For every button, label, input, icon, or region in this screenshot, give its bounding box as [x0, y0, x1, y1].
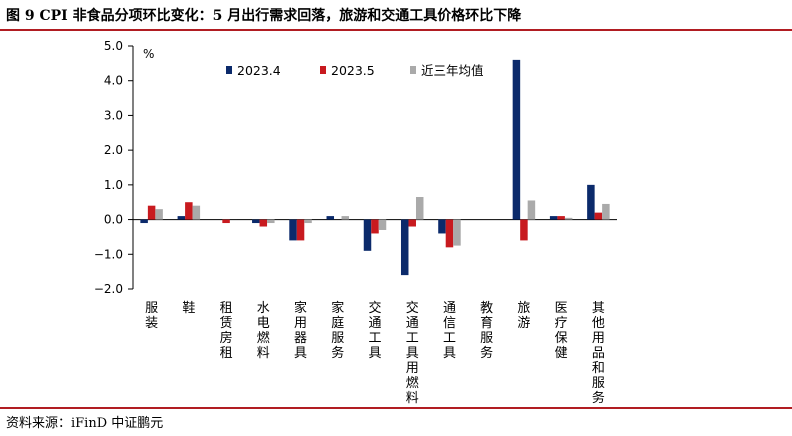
y-unit-label: %: [143, 47, 154, 61]
category-label: 服装: [145, 301, 158, 331]
bar-2023.4-医疗保健: [549, 216, 558, 220]
category-label: 教育服务: [480, 300, 493, 361]
bar-2023.5-其他用品和服务: [594, 212, 603, 220]
bar-2023.5-交通工具用燃料: [408, 219, 416, 227]
category-label: 鞋: [182, 300, 195, 316]
bar-2023.4-水电燃料: [252, 219, 260, 224]
bottom-rule: [0, 407, 792, 409]
y-tick-label: 0.0: [104, 213, 123, 227]
legend-swatch: [410, 66, 416, 74]
figure-title: 图 9 CPI 非食品分项环比变化：5 月出行需求回落，旅游和交通工具价格环比下…: [6, 8, 522, 24]
category-label: 医疗保健: [555, 301, 568, 361]
legend-label: 2023.5: [331, 63, 375, 78]
bar-2023.5-水电燃料: [259, 219, 268, 227]
bar-2023.5-服装: [147, 205, 156, 220]
y-tick-label: −2.0: [94, 282, 123, 296]
y-tick-label: 3.0: [104, 108, 123, 122]
bar-2023.5-医疗保健: [557, 216, 565, 220]
bar-2023.5-交通工具: [371, 219, 379, 234]
legend-swatch: [320, 66, 326, 74]
bar-2023.4-通信工具: [438, 219, 446, 234]
bar-chart: 5.0 4.0 3.0 2.0 1.0 0.0 −1.0 −2.0% 服装 鞋 租赁房租 水电燃料 家用…: [94, 39, 617, 406]
bar-2023.5-鞋: [185, 202, 193, 220]
y-tick-label: −1.0: [94, 247, 123, 261]
y-tick-label: 2.0: [104, 143, 123, 157]
category-label: 家庭服务: [331, 300, 344, 361]
bar-2023.5-家用器具: [296, 219, 305, 241]
bar-近三年均值-交通工具: [378, 219, 387, 230]
figure-source: 资料来源：iFinD 中证鹏元: [6, 416, 164, 431]
y-tick-label: 4.0: [104, 74, 123, 88]
bar-近三年均值-服装: [155, 209, 163, 220]
legend-swatch: [226, 66, 232, 74]
bar-近三年均值-鞋: [192, 205, 201, 220]
bar-2023.4-家用器具: [289, 219, 297, 241]
category-label: 水电燃料: [257, 301, 270, 361]
category-label: 交通工具: [368, 300, 381, 361]
bar-2023.4-家庭服务: [326, 216, 335, 220]
top-rule: [0, 29, 792, 31]
bar-近三年均值-交通工具用燃料: [415, 197, 424, 220]
bar-2023.4-其他用品和服务: [587, 184, 595, 220]
bar-近三年均值-通信工具: [453, 219, 461, 246]
y-tick-label: 1.0: [104, 178, 123, 192]
bar-2023.5-旅游: [520, 219, 528, 241]
category-label: 旅游: [517, 301, 530, 331]
bar-近三年均值-家用器具: [304, 219, 312, 224]
bar-2023.5-通信工具: [445, 219, 454, 248]
category-label: 租赁房租: [220, 301, 233, 361]
bar-近三年均值-旅游: [527, 200, 536, 220]
category-label: 交通工具用燃料: [406, 300, 419, 406]
category-label: 其他用品和服务: [592, 301, 605, 406]
legend-label: 2023.4: [237, 63, 281, 78]
bar-2023.4-交通工具: [363, 219, 372, 251]
bar-近三年均值-医疗保健: [564, 217, 573, 220]
legend-label: 近三年均值: [421, 63, 484, 78]
bar-近三年均值-水电燃料: [267, 219, 275, 224]
category-label: 家用器具: [294, 300, 307, 361]
bar-2023.4-交通工具用燃料: [400, 219, 409, 276]
bar-2023.4-鞋: [177, 216, 186, 220]
bar-2023.5-租赁房租: [222, 219, 230, 224]
bar-2023.4-服装: [140, 219, 148, 224]
figure-header: 图 9 CPI 非食品分项环比变化：5 月出行需求回落，旅游和交通工具价格环比下…: [0, 0, 792, 31]
bar-近三年均值-其他用品和服务: [602, 203, 610, 220]
y-tick-label: 5.0: [104, 39, 123, 53]
category-label: 通信工具: [443, 301, 456, 361]
bar-近三年均值-家庭服务: [341, 216, 350, 220]
bar-2023.4-旅游: [512, 59, 521, 220]
